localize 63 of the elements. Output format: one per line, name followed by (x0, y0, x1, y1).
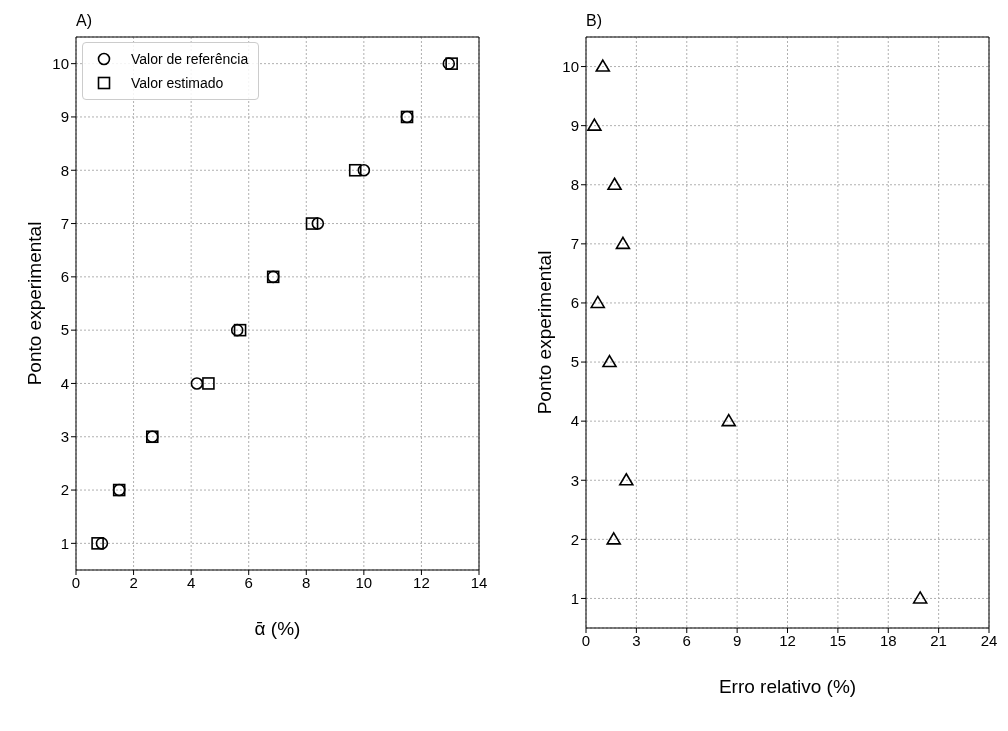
y-tick-label: 4 (570, 412, 579, 430)
y-tick-label: 9 (60, 108, 69, 126)
x-tick-label: 12 (779, 631, 796, 649)
x-tick-label: 8 (302, 573, 311, 591)
point (587, 118, 602, 131)
y-tick-label: 5 (570, 353, 579, 371)
y-tick-label: 5 (60, 321, 69, 339)
point (590, 295, 606, 309)
x-tick-label: 14 (470, 573, 488, 591)
point (595, 59, 611, 72)
chart-title: B) (586, 12, 602, 30)
point (619, 472, 634, 486)
point (912, 591, 928, 604)
x-tick-label: 2 (129, 573, 138, 591)
point (607, 177, 622, 191)
point (190, 377, 204, 390)
y-tick-label: 7 (60, 214, 69, 232)
y-tick-label: 6 (570, 294, 579, 312)
y-tick-label: 9 (570, 116, 579, 134)
y-tick-label: 3 (570, 471, 579, 489)
y-tick-label: 10 (52, 54, 69, 72)
point (615, 236, 631, 250)
y-tick-label: 1 (60, 534, 69, 552)
point (602, 354, 617, 368)
y-tick-label: 8 (60, 161, 69, 179)
x-tick-label: 24 (980, 631, 998, 649)
legend-label: Valor estimado (131, 75, 224, 91)
x-tick-label: 10 (355, 573, 373, 591)
point (348, 163, 362, 177)
x-tick-label: 3 (632, 631, 641, 649)
y-tick-label: 2 (570, 530, 579, 548)
x-tick-label: 0 (581, 631, 591, 649)
legend-label: Valor de referência (131, 51, 249, 67)
point (357, 163, 371, 177)
point (721, 413, 737, 427)
x-tick-label: 4 (186, 573, 196, 591)
y-tick-label: 1 (570, 589, 579, 607)
y-tick-label: 7 (570, 235, 579, 253)
point (311, 217, 325, 230)
y-tick-label: 2 (60, 481, 69, 499)
x-tick-label: 15 (829, 631, 847, 649)
y-axis-title: Ponto experimental (533, 250, 555, 415)
y-tick-label: 4 (60, 374, 69, 392)
point (606, 532, 622, 545)
x-tick-label: 18 (879, 631, 897, 649)
x-tick-label: 12 (413, 573, 430, 591)
y-axis-title: Ponto experimental (23, 221, 45, 386)
point (305, 217, 319, 230)
x-tick-label: 6 (682, 631, 691, 649)
x-tick-label: 21 (930, 631, 947, 649)
y-tick-label: 10 (562, 57, 579, 75)
x-axis-title: Erro relativo (%) (718, 676, 857, 698)
x-tick-label: 9 (732, 631, 742, 649)
y-tick-label: 8 (570, 176, 579, 194)
y-tick-label: 3 (60, 428, 69, 446)
x-tick-label: 6 (244, 573, 253, 591)
chart-title: A) (76, 12, 92, 30)
x-tick-label: 0 (71, 573, 81, 591)
y-tick-label: 6 (60, 268, 69, 286)
point (95, 537, 109, 550)
point (91, 537, 104, 550)
point (202, 377, 215, 390)
x-axis-title: ᾱ (%) (254, 618, 301, 640)
